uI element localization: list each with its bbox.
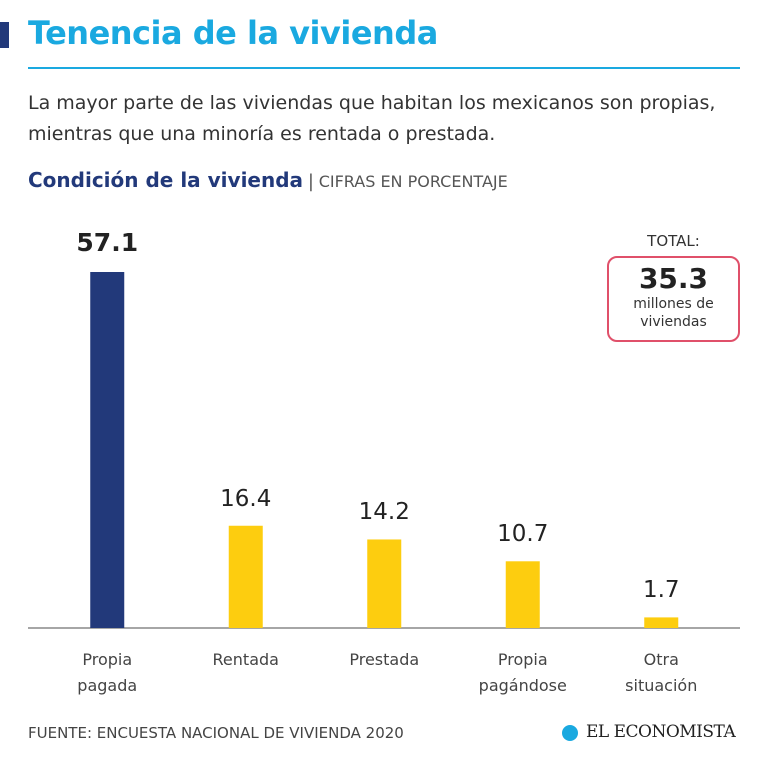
separator: | (307, 171, 314, 192)
title-marker (0, 22, 9, 48)
value-label: 16.4 (220, 485, 272, 512)
category-label: Prestada (349, 650, 420, 669)
total-value: 35.3 (638, 262, 709, 295)
unit-label: CIFRAS EN PORCENTAJE (318, 172, 508, 191)
chart-title: Condición de la vivienda (28, 168, 304, 192)
total-label: TOTAL: (647, 232, 700, 250)
total-box: 35.3 millones de viviendas (607, 256, 740, 342)
bar (505, 561, 540, 628)
bar (90, 272, 125, 628)
value-label: 57.1 (76, 228, 139, 257)
bar (644, 617, 679, 628)
value-label: 1.7 (642, 577, 680, 604)
brand-logo (562, 725, 578, 741)
chart-heading: Condición de la vivienda | CIFRAS EN POR… (28, 168, 508, 192)
category-label: Otra situación (625, 650, 698, 695)
bar (228, 525, 263, 628)
category-label: Propia pagándose (478, 650, 567, 695)
value-label: 14.2 (358, 499, 410, 526)
brand: EL ECONOMISTA (586, 722, 736, 742)
category-label: Rentada (212, 650, 279, 669)
subtitle: La mayor parte de las viviendas que habi… (28, 92, 716, 145)
value-label: 10.7 (497, 521, 549, 548)
total-text: millones de viviendas (633, 296, 714, 330)
category-label: Propia pagada (77, 650, 138, 695)
bar (367, 539, 402, 628)
title: Tenencia de la vivienda (28, 14, 438, 52)
source: FUENTE: ENCUESTA NACIONAL DE VIVIENDA 20… (28, 724, 404, 742)
